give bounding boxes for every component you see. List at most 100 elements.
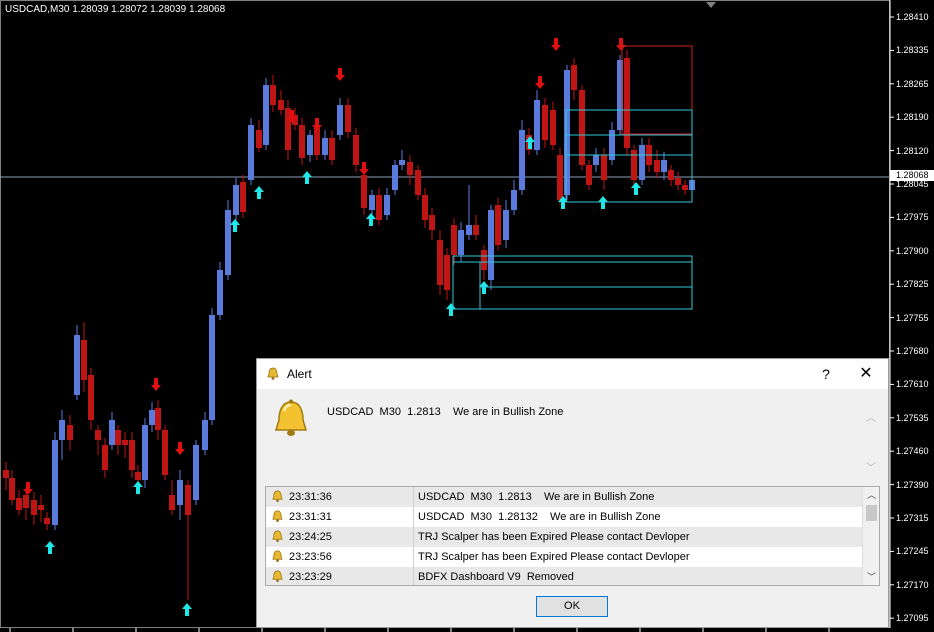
bull-candle (458, 230, 464, 255)
bear-candle (155, 408, 161, 430)
bear-candle (654, 160, 660, 172)
bear-candle (571, 65, 577, 90)
bear-candle (256, 130, 262, 148)
bull-candle (209, 315, 215, 420)
dialog-title: Alert (287, 367, 312, 381)
history-row[interactable]: 23:23:56 TRJ Scalper has been Expired Ple… (266, 547, 862, 567)
price-axis-label: 1.28335 (896, 45, 929, 56)
bear-candle (9, 478, 15, 500)
alert-dialog[interactable]: Alert ? ✕ USDCAD M30 1.2813 We are in Bu… (256, 358, 889, 628)
bear-candle (169, 495, 175, 510)
price-axis-label: 1.27755 (896, 312, 929, 323)
bull-candle (384, 195, 390, 215)
bull-candle (534, 100, 540, 150)
bull-candle (149, 410, 155, 425)
column-divider (413, 547, 414, 567)
down-arrow-icon (312, 118, 322, 131)
bull-candle (639, 145, 645, 180)
bull-candle (322, 138, 328, 155)
bear-candle (444, 255, 450, 290)
bull-candle (392, 165, 398, 190)
help-button[interactable]: ? (822, 366, 830, 382)
history-row[interactable]: 23:23:29 BDFX Dashboard V9 Removed (266, 567, 862, 585)
price-axis-label: 1.28120 (896, 145, 929, 156)
bear-candle (668, 170, 674, 180)
scroll-thumb[interactable] (866, 505, 877, 521)
current-price-tag: 1.28068 (890, 170, 934, 181)
bear-candle (115, 430, 121, 445)
down-arrow-icon (551, 38, 561, 51)
bear-candle (81, 340, 87, 380)
up-arrow-icon (254, 186, 264, 199)
history-message: USDCAD M30 1.28132 We are in Bullish Zon… (418, 511, 661, 523)
bear-candle (299, 125, 305, 158)
alert-history-list[interactable]: 23:31:36 USDCAD M30 1.2813 We are in Bull… (265, 486, 880, 586)
bull-candle (142, 425, 148, 480)
column-divider (413, 527, 414, 547)
column-divider (413, 507, 414, 527)
alert-message: USDCAD M30 1.2813 We are in Bullish Zone (327, 406, 564, 418)
bear-candle (415, 170, 421, 195)
bear-candle (278, 100, 284, 110)
bear-candle (601, 155, 607, 180)
history-row[interactable]: 23:31:31 USDCAD M30 1.28132 We are in Bul… (266, 507, 862, 527)
scroll-down-icon[interactable]: ﹀ (866, 572, 876, 582)
bell-icon (272, 490, 283, 502)
history-scrollbar[interactable]: ︿ ﹀ (862, 487, 879, 585)
column-divider (413, 487, 414, 507)
bull-candle (52, 440, 58, 525)
history-time: 23:31:31 (289, 511, 332, 523)
price-axis-label: 1.27680 (896, 346, 929, 356)
bear-candle (586, 165, 592, 185)
ok-button[interactable]: OK (536, 596, 608, 617)
scroll-up-icon[interactable]: ︿ (866, 413, 876, 424)
history-row[interactable]: 23:31:36 USDCAD M30 1.2813 We are in Bull… (266, 487, 862, 507)
bull-candle (609, 130, 615, 160)
bear-candle (129, 440, 135, 470)
history-time: 23:23:56 (289, 551, 332, 563)
bell-icon (272, 570, 283, 582)
bull-candle (193, 445, 199, 500)
bull-candle (109, 420, 115, 445)
bear-candle (353, 135, 359, 165)
dialog-titlebar[interactable]: Alert ? ✕ (257, 359, 888, 389)
bear-candle (67, 425, 73, 440)
bear-candle (135, 472, 141, 480)
scroll-up-icon[interactable]: ︿ (866, 490, 876, 500)
bull-candle (337, 105, 343, 135)
down-arrow-icon (287, 110, 297, 123)
history-row[interactable]: 23:24:25 TRJ Scalper has been Expired Ple… (266, 527, 862, 547)
close-button[interactable]: ✕ (859, 365, 873, 382)
bear-candle (31, 500, 37, 515)
bear-candle (437, 240, 443, 285)
bear-candle (95, 430, 101, 440)
shift-marker-icon (706, 2, 716, 8)
scroll-down-icon[interactable]: ﹀ (866, 463, 876, 474)
bull-candle (617, 60, 623, 130)
alert-message-panel: USDCAD M30 1.2813 We are in Bullish Zone… (257, 389, 888, 481)
bull-candle (661, 160, 667, 172)
down-arrow-icon (151, 378, 161, 391)
price-axis-label: 1.27170 (896, 579, 929, 590)
message-scrollbar[interactable]: ︿ ﹀ (862, 389, 880, 481)
history-time: 23:24:25 (289, 531, 332, 543)
price-axis-label: 1.28410 (896, 12, 929, 22)
history-time: 23:31:36 (289, 491, 332, 503)
bell-icon (272, 530, 283, 542)
bear-candle (550, 110, 556, 145)
bear-candle (185, 485, 191, 515)
price-axis-label: 1.27315 (896, 513, 929, 523)
bear-candle (473, 225, 479, 235)
price-axis-label: 1.27460 (896, 446, 929, 457)
bear-candle (682, 185, 688, 190)
history-time: 23:23:29 (289, 571, 332, 583)
bull-candle (74, 335, 80, 395)
bell-icon (272, 510, 283, 522)
bear-candle (429, 215, 435, 230)
bear-candle (3, 470, 9, 478)
up-arrow-icon (525, 136, 535, 149)
bull-candle (263, 85, 269, 145)
bear-candle (122, 440, 128, 445)
